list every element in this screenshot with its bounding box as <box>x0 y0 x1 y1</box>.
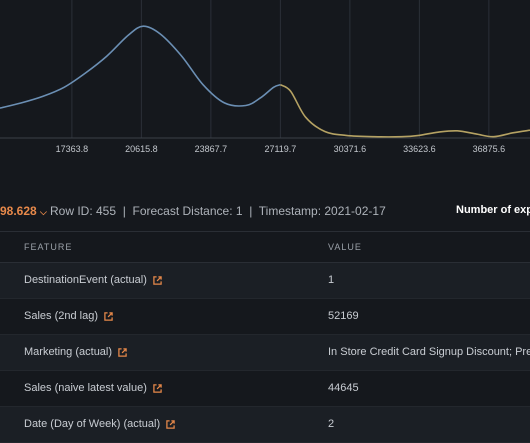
feature-cell: Marketing (actual) <box>24 346 127 360</box>
feature-cell: Sales (2nd lag) <box>24 310 113 324</box>
prediction-summary: 98.628 ⌵ Row ID: 455 | Forecast Distance… <box>0 204 530 222</box>
x-tick-label: 33623.6 <box>403 144 436 154</box>
feature-name: Marketing (actual) <box>24 346 113 358</box>
table-row: Date (Day of Week) (actual) 2 <box>0 407 530 443</box>
feature-name: Date (Day of Week) (actual) <box>24 418 161 430</box>
value-cell: 1 <box>328 274 335 286</box>
table-row: Sales (2nd lag) 52169 <box>0 299 530 335</box>
x-tick-label: 36875.6 <box>473 144 506 154</box>
table-row: Sales (naive latest value) 44645 <box>0 371 530 407</box>
feature-name: DestinationEvent (actual) <box>24 274 147 286</box>
feature-cell: Date (Day of Week) (actual) <box>24 418 175 432</box>
value-cell: 52169 <box>328 310 359 322</box>
x-tick-label: 30371.6 <box>334 144 367 154</box>
table-row: DestinationEvent (actual) 1 <box>0 263 530 299</box>
external-link-icon[interactable] <box>153 276 162 288</box>
row-meta: Row ID: 455 | Forecast Distance: 1 | Tim… <box>50 204 386 218</box>
row-id: Row ID: 455 <box>50 204 117 218</box>
value-cell: 2 <box>328 418 335 430</box>
external-link-icon[interactable] <box>166 420 175 432</box>
external-link-icon[interactable] <box>153 384 162 396</box>
table-header: FEATURE VALUE <box>0 232 530 263</box>
feature-cell: Sales (naive latest value) <box>24 382 162 396</box>
forecast-distance: Forecast Distance: 1 <box>132 204 243 218</box>
value-cell: 44645 <box>328 382 359 394</box>
density-series-line-0 <box>0 25 281 109</box>
feature-column-header: FEATURE <box>24 242 73 252</box>
chevron-down-icon: ⌵ <box>40 207 47 217</box>
table-row: Marketing (actual) In Store Credit Card S… <box>0 335 530 371</box>
density-chart: 17363.8 20615.8 23867.7 27119.7 30371.6 33623… <box>0 0 530 160</box>
feature-table: FEATURE VALUE DestinationEvent (actual) 1… <box>0 231 530 443</box>
external-link-icon[interactable] <box>104 312 113 324</box>
table-body: DestinationEvent (actual) 1 Sales (2nd lag… <box>0 263 530 443</box>
feature-name: Sales (naive latest value) <box>24 382 147 394</box>
value-column-header: VALUE <box>328 242 362 252</box>
prediction-value-dropdown[interactable]: 98.628 ⌵ <box>0 204 47 218</box>
value-cell: In Store Credit Card Signup Discount; Pr… <box>328 346 530 358</box>
separator: | <box>122 204 126 218</box>
x-tick-label: 27119.7 <box>264 144 296 154</box>
x-tick-label: 17363.8 <box>56 144 89 154</box>
external-link-icon[interactable] <box>118 348 127 360</box>
explanations-count-label: Number of expla <box>456 204 530 216</box>
feature-name: Sales (2nd lag) <box>24 310 98 322</box>
density-chart-svg: 17363.8 20615.8 23867.7 27119.7 30371.6 33623… <box>0 0 530 154</box>
prediction-value: 98.628 <box>0 204 37 218</box>
density-series-line-1 <box>279 83 530 138</box>
feature-cell: DestinationEvent (actual) <box>24 274 162 288</box>
timestamp: Timestamp: 2021-02-17 <box>258 204 386 218</box>
x-tick-label: 23867.7 <box>195 144 228 154</box>
x-tick-label: 20615.8 <box>125 144 158 154</box>
separator: | <box>249 204 253 218</box>
